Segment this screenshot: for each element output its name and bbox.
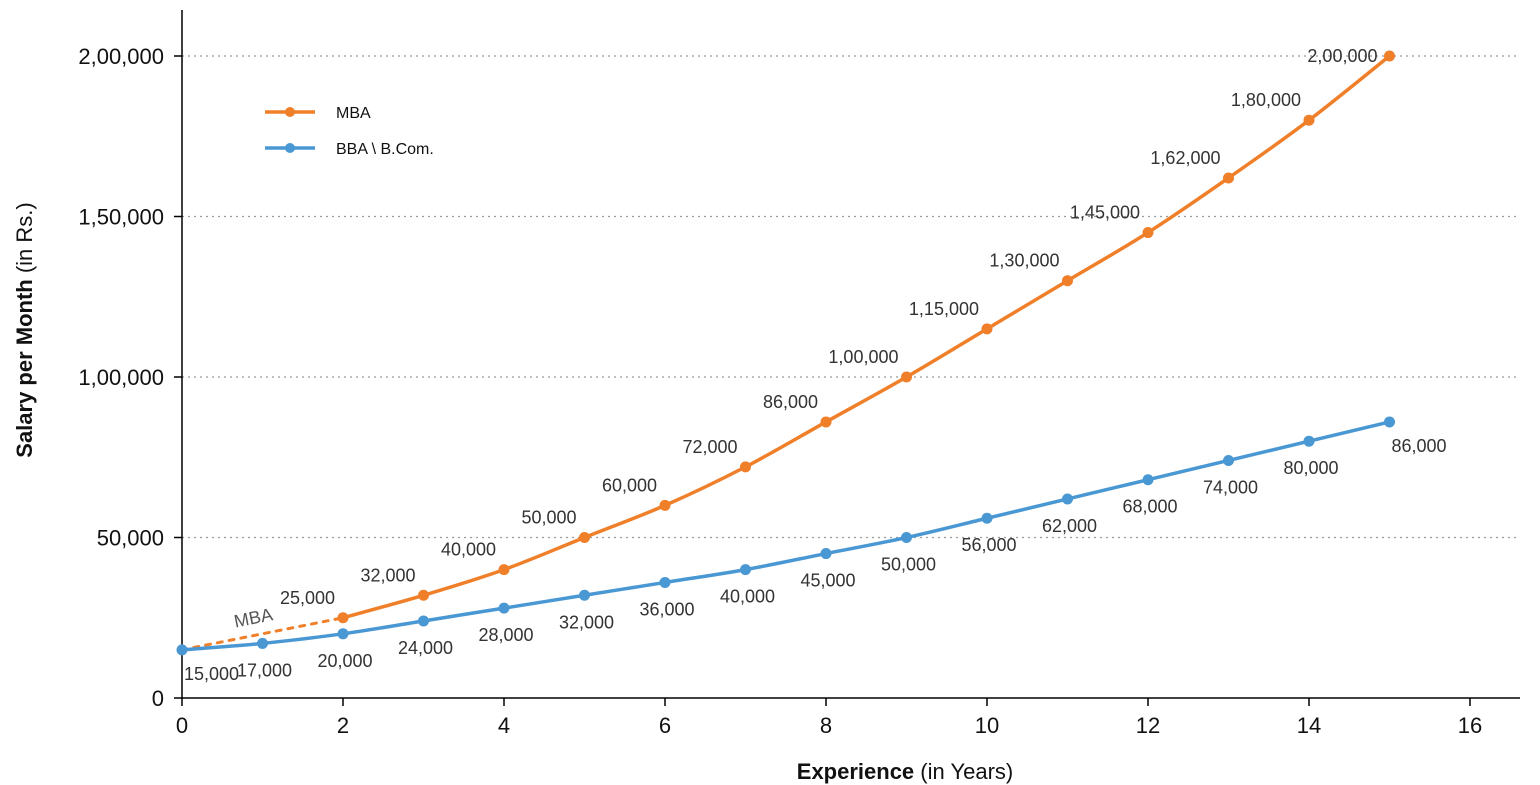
data-label-bba: 24,000 bbox=[398, 638, 453, 658]
legend-marker-bba bbox=[285, 143, 295, 153]
data-point-mba bbox=[337, 612, 349, 624]
y-tick-label: 2,00,000 bbox=[78, 44, 164, 69]
data-point-mba bbox=[418, 589, 429, 601]
x-tick-label: 12 bbox=[1136, 713, 1160, 738]
data-point-bba bbox=[901, 532, 912, 543]
data-point-bba bbox=[579, 589, 590, 601]
data-point-mba bbox=[820, 416, 832, 428]
y-axis-title-bold: Salary per Month bbox=[12, 279, 37, 457]
data-label-bba: 28,000 bbox=[478, 625, 533, 645]
data-point-bba bbox=[740, 564, 751, 576]
data-point-bba bbox=[1062, 493, 1073, 505]
data-label-bba: 32,000 bbox=[559, 612, 614, 632]
data-label-bba: 80,000 bbox=[1283, 458, 1338, 478]
x-tick-label: 16 bbox=[1458, 713, 1482, 738]
data-point-mba bbox=[1223, 172, 1234, 184]
data-label-bba: 15,000 bbox=[184, 664, 239, 684]
data-point-mba bbox=[901, 371, 912, 383]
x-tick-label: 4 bbox=[498, 713, 510, 738]
data-label-bba: 74,000 bbox=[1203, 477, 1258, 497]
data-point-mba bbox=[659, 499, 671, 511]
data-label-mba: 25,000 bbox=[280, 588, 335, 608]
data-label-mba: 1,00,000 bbox=[828, 347, 898, 367]
data-label-mba: 40,000 bbox=[441, 540, 496, 560]
data-label-bba: 40,000 bbox=[720, 587, 775, 607]
data-label-mba: 72,000 bbox=[682, 437, 737, 457]
y-axis-title-rest: (in Rs.) bbox=[12, 202, 37, 279]
x-tick-label: 6 bbox=[659, 713, 671, 738]
data-point-bba bbox=[498, 602, 510, 614]
data-label-mba: 1,15,000 bbox=[909, 299, 979, 319]
legend-label-mba: MBA bbox=[336, 105, 371, 122]
y-tick-label: 50,000 bbox=[97, 526, 164, 551]
x-tick-label: 8 bbox=[820, 713, 832, 738]
data-label-mba: 2,00,000 bbox=[1307, 46, 1377, 66]
data-label-mba: 60,000 bbox=[602, 475, 657, 495]
data-point-bba bbox=[981, 512, 993, 524]
x-tick-label: 10 bbox=[975, 713, 999, 738]
x-axis-title: Experience (in Years) bbox=[797, 759, 1013, 784]
data-label-mba: 1,62,000 bbox=[1150, 148, 1220, 168]
data-point-bba bbox=[820, 548, 832, 560]
y-tick-label: 1,50,000 bbox=[78, 205, 164, 230]
data-label-bba: 62,000 bbox=[1042, 516, 1097, 536]
data-point-bba bbox=[1303, 435, 1315, 447]
data-point-mba bbox=[1062, 275, 1073, 287]
data-label-mba: 1,45,000 bbox=[1070, 203, 1140, 223]
x-tick-label: 0 bbox=[176, 713, 188, 738]
data-label-mba: 50,000 bbox=[521, 508, 576, 528]
y-tick-label: 1,00,000 bbox=[78, 365, 164, 390]
data-label-bba: 45,000 bbox=[800, 571, 855, 591]
legend: MBA BBA \ B.Com. bbox=[265, 105, 434, 158]
x-tick-label: 14 bbox=[1297, 713, 1321, 738]
data-label-bba: 68,000 bbox=[1122, 497, 1177, 517]
data-label-mba: 86,000 bbox=[763, 392, 818, 412]
data-point-mba bbox=[498, 564, 510, 576]
x-axis-title-bold: Experience bbox=[797, 759, 914, 784]
data-point-mba bbox=[740, 461, 751, 473]
data-point-mba bbox=[1142, 227, 1154, 239]
data-point-mba bbox=[579, 532, 590, 543]
data-point-mba bbox=[1384, 50, 1395, 62]
data-point-mba bbox=[981, 323, 993, 335]
data-label-bba: 17,000 bbox=[237, 660, 292, 680]
data-label-bba: 56,000 bbox=[961, 535, 1016, 555]
x-axis-title-rest: (in Years) bbox=[914, 759, 1013, 784]
data-point-bba bbox=[659, 576, 671, 588]
mba-dotted-connector bbox=[180, 616, 345, 652]
legend-marker-mba bbox=[285, 107, 295, 117]
data-label-mba: 1,30,000 bbox=[989, 251, 1059, 271]
legend-label-bba: BBA \ B.Com. bbox=[336, 141, 434, 158]
data-label-mba: 1,80,000 bbox=[1231, 90, 1301, 110]
data-point-bba bbox=[337, 628, 349, 640]
data-point-bba bbox=[257, 637, 268, 649]
y-tick-label: 0 bbox=[152, 686, 164, 711]
data-point-bba bbox=[176, 644, 188, 656]
data-point-mba bbox=[1303, 114, 1315, 126]
series-line-bba bbox=[180, 420, 1392, 652]
x-tick-label: 2 bbox=[337, 713, 349, 738]
data-label-bba: 20,000 bbox=[317, 651, 372, 671]
data-point-bba bbox=[418, 615, 429, 627]
axes: 0 50,000 1,00,000 1,50,000 2,00,000 0 2 4 6 8 10 12… bbox=[12, 10, 1520, 784]
data-label-bba: 36,000 bbox=[639, 599, 694, 619]
data-label-bba: 86,000 bbox=[1392, 436, 1447, 456]
data-point-bba bbox=[1384, 416, 1395, 428]
gridlines bbox=[182, 55, 1520, 539]
data-labels: MBA 25,000 32,000 40,000 50,000 60,000 72,000 8… bbox=[184, 46, 1447, 684]
series-lines bbox=[176, 50, 1395, 656]
series-line-mba bbox=[341, 54, 1392, 620]
data-label-bba: 50,000 bbox=[881, 555, 936, 575]
data-label-mba: 32,000 bbox=[360, 565, 415, 585]
y-axis-title: Salary per Month (in Rs.) bbox=[12, 202, 37, 457]
data-point-bba bbox=[1142, 474, 1154, 486]
mba-connector-label: MBA bbox=[232, 604, 274, 631]
data-point-bba bbox=[1223, 454, 1234, 466]
